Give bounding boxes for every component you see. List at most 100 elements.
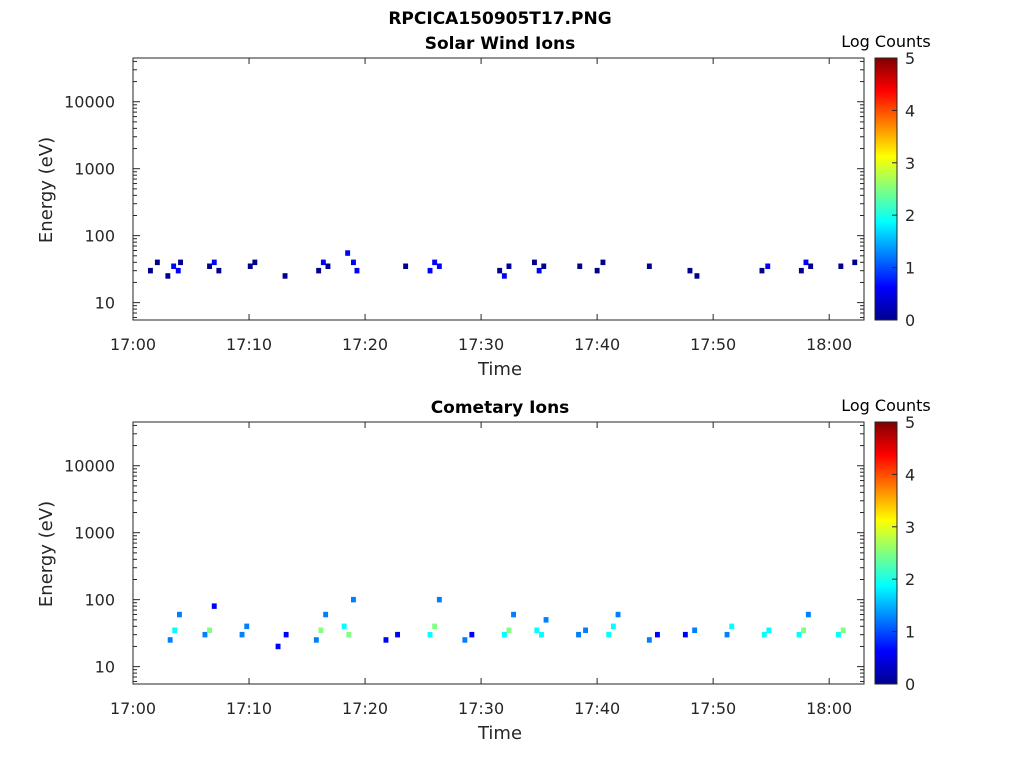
- heatmap-cell: [211, 259, 217, 266]
- y-tick-label: 1000: [74, 160, 115, 179]
- heatmap-cell: [211, 603, 217, 609]
- heatmap-cell: [320, 259, 326, 266]
- heatmap-cell: [724, 631, 730, 638]
- x-tick-label: 17:50: [690, 699, 736, 718]
- x-tick-label: 17:50: [690, 335, 736, 354]
- heatmap-cell: [244, 623, 250, 630]
- heatmap-cell: [801, 627, 807, 633]
- colorbar-cometary: [874, 421, 898, 685]
- colorbar-tick-label: 5: [905, 49, 915, 68]
- heatmap-cell: [178, 259, 183, 266]
- heatmap-cell: [354, 267, 360, 274]
- heatmap-cell: [177, 611, 182, 618]
- figure-title: RPCICA150905T17.PNG: [388, 9, 611, 29]
- heatmap-cell: [395, 631, 400, 638]
- y-axis-label-cometary: Energy (eV): [36, 501, 57, 607]
- heatmap-cell: [766, 627, 772, 633]
- heatmap-cell: [501, 273, 507, 279]
- x-tick-label: 17:40: [574, 335, 620, 354]
- heatmap-cell: [765, 263, 771, 269]
- heatmap-cell: [539, 631, 544, 638]
- panel-cometary: Cometary Ions 17:00 17:10 17:20 17:30 17:40 1…: [36, 396, 931, 744]
- heatmap-cell: [282, 273, 288, 279]
- heatmap-cell: [462, 637, 468, 643]
- heatmap-cell: [541, 263, 547, 269]
- heatmap-cell: [383, 637, 389, 643]
- plot-frame-cometary: [132, 421, 865, 685]
- heatmap-cell: [403, 263, 409, 269]
- y-ticks-solar-wind: 10 100 1000 10000: [64, 60, 864, 318]
- heatmap-cell: [506, 263, 512, 269]
- heatmap-cell: [803, 259, 809, 266]
- heatmap-cell: [148, 267, 153, 274]
- heatmap-cell: [836, 631, 841, 638]
- heatmap-cell: [610, 623, 616, 630]
- heatmap-cell: [427, 267, 433, 274]
- x-tick-label: 17:20: [342, 699, 388, 718]
- heatmap-cell: [808, 263, 814, 269]
- heatmap-cell: [796, 631, 802, 638]
- heatmap-cell: [175, 267, 181, 274]
- colorbar-tick-label: 4: [905, 465, 915, 484]
- y-tick-label: 10000: [64, 93, 115, 112]
- heatmap-cell: [345, 250, 351, 256]
- colorbar-tick-label: 5: [905, 413, 915, 432]
- heatmap-cell: [805, 611, 811, 618]
- x-tick-label: 17:40: [574, 699, 620, 718]
- heatmap-cell: [207, 263, 212, 269]
- heatmap-cell: [318, 627, 324, 633]
- y-tick-label: 100: [84, 591, 115, 610]
- heatmap-cell: [729, 623, 735, 630]
- heatmap-cell: [351, 259, 356, 266]
- heatmap-cell: [469, 631, 475, 638]
- heatmap-cell: [682, 631, 688, 638]
- heatmap-cell: [323, 611, 329, 618]
- heatmap-cell: [275, 643, 281, 650]
- x-tick-label: 17:30: [458, 335, 504, 354]
- heatmap-cell: [216, 267, 222, 274]
- heatmap-cell: [436, 596, 442, 603]
- x-tick-label: 17:30: [458, 699, 504, 718]
- y-ticks-cometary: 10 100 1000 10000: [64, 424, 864, 682]
- heatmap-cell: [313, 637, 319, 643]
- heatmap-cell: [436, 263, 442, 269]
- x-tick-label: 18:00: [806, 335, 852, 354]
- heatmap-cell: [543, 617, 549, 623]
- heatmap-cell: [346, 631, 352, 638]
- colorbar-tick-label: 3: [905, 154, 915, 173]
- heatmap-cell: [692, 627, 698, 633]
- heatmap-cell: [432, 259, 438, 266]
- heatmap-cell: [167, 637, 173, 643]
- colorbar-tick-label: 1: [905, 623, 915, 642]
- heatmap-cell: [432, 623, 438, 630]
- heatmap-cell: [759, 267, 765, 274]
- heatmap-cell: [172, 627, 178, 633]
- heatmap-cell: [165, 273, 171, 279]
- panel-title-solar-wind: Solar Wind Ions: [425, 34, 576, 54]
- colorbar-title-cometary: Log Counts: [841, 396, 931, 415]
- heatmap-cell: [202, 631, 208, 638]
- x-tick-label: 17:10: [226, 699, 272, 718]
- heatmap-cell: [600, 259, 606, 266]
- heatmap-cells-solar-wind: [148, 250, 858, 279]
- y-tick-label: 10: [95, 658, 115, 677]
- colorbar-tick-label: 4: [905, 101, 915, 120]
- heatmap-cell: [534, 627, 540, 633]
- colorbar-tick-label: 2: [905, 570, 915, 589]
- heatmap-cell: [536, 267, 542, 274]
- heatmap-cell: [506, 627, 512, 633]
- x-tick-label: 17:10: [226, 335, 272, 354]
- heatmap-cell: [694, 273, 700, 279]
- heatmap-cell: [606, 631, 612, 638]
- y-tick-label: 1000: [74, 524, 115, 543]
- heatmap-cell: [852, 259, 858, 266]
- y-tick-label: 10000: [64, 457, 115, 476]
- heatmap-cell: [497, 267, 503, 274]
- heatmap-cell: [655, 631, 660, 638]
- heatmap-cell: [646, 637, 652, 643]
- y-axis-label-solar-wind: Energy (eV): [36, 137, 57, 243]
- heatmap-cell: [247, 263, 253, 269]
- heatmap-cell: [532, 259, 537, 266]
- colorbar-tick-label: 2: [905, 206, 915, 225]
- heatmap-cell: [583, 627, 588, 633]
